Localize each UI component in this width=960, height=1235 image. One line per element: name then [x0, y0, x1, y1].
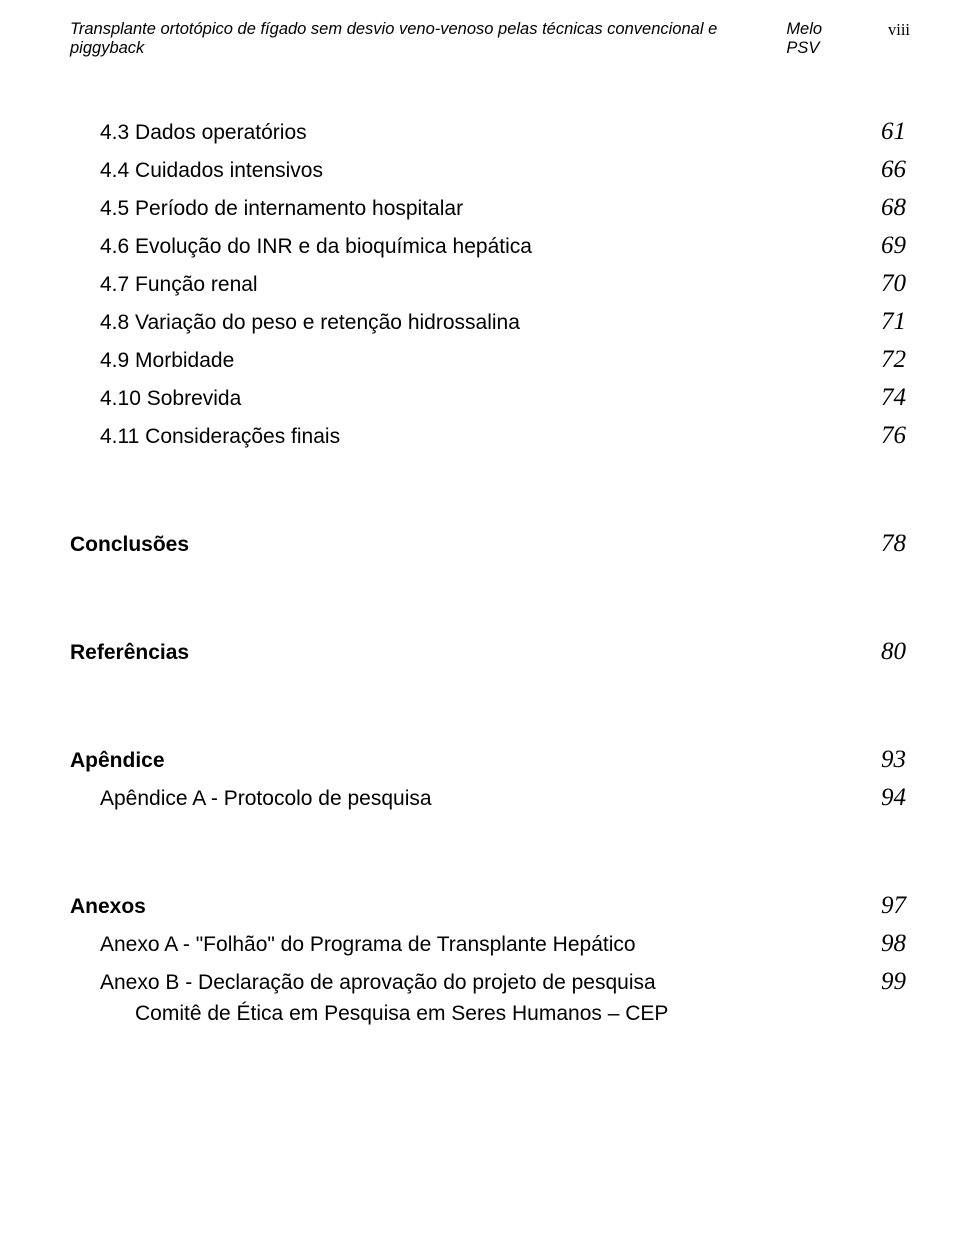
toc-page-number: 69 — [881, 232, 910, 260]
toc-row: Apêndice A - Protocolo de pesquisa 94 — [70, 784, 910, 812]
header-author: Melo PSV — [786, 20, 858, 58]
toc-sublabel: Comitê de Ética em Pesquisa em Seres Hum… — [70, 1002, 910, 1026]
toc-label: 4.10 Sobrevida — [70, 387, 241, 411]
toc-page-number: 93 — [881, 746, 910, 774]
toc-page-number: 70 — [881, 270, 910, 298]
toc-section: Anexos 97 Anexo A - "Folhão" do Programa d… — [70, 892, 910, 1026]
toc-row: Anexo A - "Folhão" do Programa de Transp… — [70, 930, 910, 958]
toc-label: Anexos — [70, 895, 146, 919]
running-header: Transplante ortotópico de fígado sem des… — [70, 20, 910, 58]
toc-page-number: 97 — [881, 892, 910, 920]
toc-row: Apêndice 93 — [70, 746, 910, 774]
toc-row: 4.7 Função renal 70 — [70, 270, 910, 298]
toc-page-number: 68 — [881, 194, 910, 222]
toc-section: Conclusões 78 — [70, 530, 910, 558]
toc-page-number: 78 — [881, 530, 910, 558]
toc-page-number: 61 — [881, 118, 910, 146]
toc-label: 4.3 Dados operatórios — [70, 121, 307, 145]
toc-section: Apêndice 93 Apêndice A - Protocolo de pesq… — [70, 746, 910, 812]
toc-container: 4.3 Dados operatórios 61 4.4 Cuidados inte… — [70, 118, 910, 1026]
toc-label: Anexo B - Declaração de aprovação do pro… — [70, 971, 656, 995]
toc-label: 4.11 Considerações finais — [70, 425, 340, 449]
toc-label: Referências — [70, 641, 189, 665]
toc-label: Conclusões — [70, 533, 189, 557]
toc-row: Anexos 97 — [70, 892, 910, 920]
toc-row: 4.8 Variação do peso e retenção hidrossa… — [70, 308, 910, 336]
toc-label: 4.8 Variação do peso e retenção hidrossa… — [70, 311, 520, 335]
toc-label: 4.5 Período de internamento hospitalar — [70, 197, 463, 221]
toc-page-number: 76 — [881, 422, 910, 450]
toc-label: Anexo A - "Folhão" do Programa de Transp… — [70, 933, 636, 957]
toc-row: 4.9 Morbidade 72 — [70, 346, 910, 374]
toc-row: Referências 80 — [70, 638, 910, 666]
toc-label: 4.9 Morbidade — [70, 349, 234, 373]
toc-row: 4.10 Sobrevida 74 — [70, 384, 910, 412]
toc-label: 4.7 Função renal — [70, 273, 258, 297]
toc-label: 4.4 Cuidados intensivos — [70, 159, 323, 183]
toc-label: 4.6 Evolução do INR e da bioquímica hepá… — [70, 235, 532, 259]
header-title: Transplante ortotópico de fígado sem des… — [70, 20, 786, 58]
toc-section: 4.3 Dados operatórios 61 4.4 Cuidados inte… — [70, 118, 910, 450]
toc-page-number: 94 — [881, 784, 910, 812]
document-page: Transplante ortotópico de fígado sem des… — [0, 0, 960, 1156]
toc-row: 4.6 Evolução do INR e da bioquímica hepá… — [70, 232, 910, 260]
toc-row: 4.4 Cuidados intensivos 66 — [70, 156, 910, 184]
toc-row: Conclusões 78 — [70, 530, 910, 558]
toc-page-number: 80 — [881, 638, 910, 666]
toc-row: 4.3 Dados operatórios 61 — [70, 118, 910, 146]
toc-page-number: 66 — [881, 156, 910, 184]
toc-label: Apêndice — [70, 749, 165, 773]
toc-label: Apêndice A - Protocolo de pesquisa — [70, 787, 432, 811]
toc-page-number: 74 — [881, 384, 910, 412]
header-page-roman: viii — [888, 20, 910, 58]
toc-page-number: 71 — [881, 308, 910, 336]
toc-row: 4.11 Considerações finais 76 — [70, 422, 910, 450]
toc-section: Referências 80 — [70, 638, 910, 666]
toc-page-number: 99 — [881, 968, 910, 996]
toc-page-number: 98 — [881, 930, 910, 958]
toc-row: 4.5 Período de internamento hospitalar 68 — [70, 194, 910, 222]
toc-row: Anexo B - Declaração de aprovação do pro… — [70, 968, 910, 996]
toc-page-number: 72 — [881, 346, 910, 374]
header-right: Melo PSV viii — [786, 20, 910, 58]
